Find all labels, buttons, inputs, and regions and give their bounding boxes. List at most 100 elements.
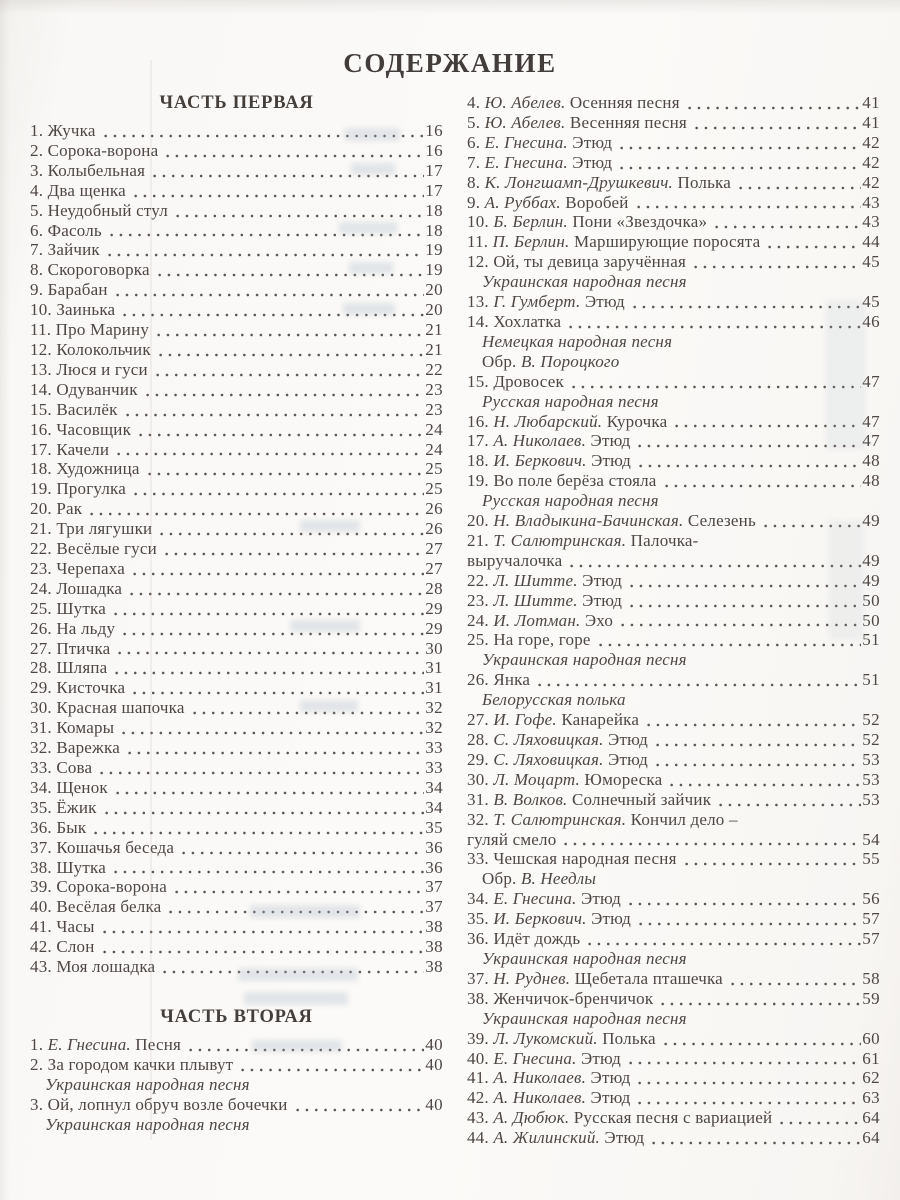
dot-leader [142,459,425,480]
dot-leader [650,730,862,750]
entry-note-italic: Русская народная песня [482,391,659,411]
entry-note: Обр. В. Неедлы [482,869,597,889]
entry-author: Н. Любарский. [493,411,603,431]
dot-leader [763,232,862,253]
entry-text: 41. Часы [30,917,95,937]
entry-text: 1. Е. Гнесина. Песня [30,1034,182,1054]
entry-author: Л. Шитте. [493,570,578,590]
toc-entry: 18. Художница 25 [30,459,443,480]
dot-leader [89,817,425,838]
entry-text: 28. С. Ляховицкая. Этюд [467,730,648,749]
toc-entry: 14. Хохлатка 46 [467,312,880,332]
entry-text: 28. Шляпа [30,658,108,678]
dot-leader [161,140,425,161]
toc-entry: 27. И. Гофе. Канарейка 52 [467,710,880,730]
toc-entry: 19. Прогулка 25 [30,479,443,500]
toc-entry: 24. И. Лотман. Эхо 50 [467,611,880,631]
entry-page-number: 58 [862,968,880,988]
dot-leader [134,419,425,440]
entry-author: П. Берлин. [492,232,570,252]
entry-page-number: 21 [425,339,443,359]
dot-leader [98,121,425,141]
section-heading: ЧАСТЬ ВТОРАЯ [160,1006,313,1027]
toc-entry: 34. Щенок 34 [30,778,443,798]
entry-page-number: 31 [425,658,443,678]
entry-page-number: 41 [862,93,880,112]
entry-text: 22. Л. Шитте. Этюд [467,570,623,590]
entry-text: 3. Ой, лопнул обруч возле бочечки [30,1094,288,1114]
entry-author: И. Гофе. [493,710,557,730]
toc-entry-continuation: гуляй смело 54 [467,830,880,850]
entry-text: 10. Б. Берлин. Пони «Звездочка» [467,212,708,232]
toc-entry: 10. Заинька 20 [30,300,443,321]
entry-text: 43. Моя лошадка [30,957,156,977]
scan-crease-line [150,60,152,1140]
entry-text: 42. А. Николаев. Этюд [467,1088,631,1108]
toc-entry: 9. А. Руббах. Воробей 43 [467,193,880,213]
dot-leader [682,93,862,113]
entry-text: 15. Василёк [30,399,118,419]
toc-entry: 9. Барабан 20 [30,280,443,301]
entry-page-number: 59 [862,988,880,1008]
entry-text: 9. А. Руббах. Воробей [467,192,629,212]
entry-page-number: 40 [425,1054,443,1074]
entry-text: 16. Н. Любарский. Курочка [467,411,668,431]
entry-text: 1. Жучка [30,121,96,140]
toc-entry: 8. К. Лонгшамп-Друшкевич. Полька 42 [467,173,880,193]
entry-note-italic: В. Пороцкого [520,351,620,371]
toc-entry: 26. На льду 29 [30,619,443,639]
entry-text: 13. Г. Гумберт. Этюд [467,292,625,312]
dot-leader [633,1068,862,1089]
toc-entry: 36. Идёт дождь 57 [467,929,880,949]
entry-text: 30. Л. Моцарт. Юмореска [467,769,663,789]
toc-entry: 10. Б. Берлин. Пони «Звездочка» 43 [467,212,880,233]
entry-page-number: 64 [862,1108,880,1128]
toc-entry: 17. Качели 24 [30,440,443,460]
entry-note: Украинская народная песня [30,1115,443,1135]
dot-leader [128,678,425,699]
entry-page-number: 32 [425,698,443,718]
entry-page-number: 18 [425,200,443,220]
toc-entry: 23. Л. Шитте. Этюд 50 [467,591,880,611]
entry-author: С. Ляховицкая. [493,749,604,769]
entry-text: 10. Заинька [30,300,116,320]
toc-entry: 6. Фасоль 18 [30,221,443,241]
entry-text: 36. Бык [30,817,87,837]
entry-page-number: 49 [862,570,880,590]
entry-page-number: 53 [862,749,880,769]
entry-text: 19. Прогулка [30,479,126,499]
entry-page-number: 47 [862,431,880,451]
toc-entry: 1. Жучка 16 [30,121,443,141]
toc-entry: 40. Весёлая белка 37 [30,897,443,918]
entry-page-number: 28 [425,578,443,598]
dot-leader [140,379,425,400]
toc-entry: 18. И. Беркович. Этюд 48 [467,451,880,472]
dot-leader [623,1048,862,1069]
entry-text: 6. Е. Гнесина. Этюд [467,132,613,152]
entry-note-italic: Немецкая народная песня [482,331,673,351]
entry-page-number: 48 [862,471,880,491]
entry-text: 27. Птичка [30,638,111,658]
dot-leader [593,630,862,651]
entry-text: 17. Качели [30,439,110,459]
toc-entry: 15. Дровосек 47 [467,372,880,392]
entry-page-number: 47 [862,371,880,391]
dot-leader [170,877,425,898]
entry-text: 37. Кошачья беседа [30,837,175,857]
entry-text: 2. За городом качки плывут [30,1054,234,1074]
dot-leader [112,439,425,460]
entry-text: 26. На льду [30,618,116,638]
toc-entry: 20. Рак 26 [30,499,443,520]
entry-note: Украинская народная песня [467,650,880,670]
entry-page-number: 30 [425,638,443,658]
toc-entry: 2. Сорока-ворона 16 [30,141,443,161]
entry-text: 41. А. Николаев. Этюд [467,1068,631,1088]
dot-leader [625,570,862,591]
dot-leader [656,988,862,1009]
entry-author: С. Ляховицкая. [493,730,604,749]
toc-entry: 36. Бык 35 [30,818,443,838]
entry-page-number: 49 [862,511,880,531]
toc-entry: 38. Женчичок-бренчичок 59 [467,989,880,1009]
entry-text: 18. И. Беркович. Этюд [467,451,632,471]
toc-entry: 34. Е. Гнесина. Этюд 56 [467,889,880,910]
